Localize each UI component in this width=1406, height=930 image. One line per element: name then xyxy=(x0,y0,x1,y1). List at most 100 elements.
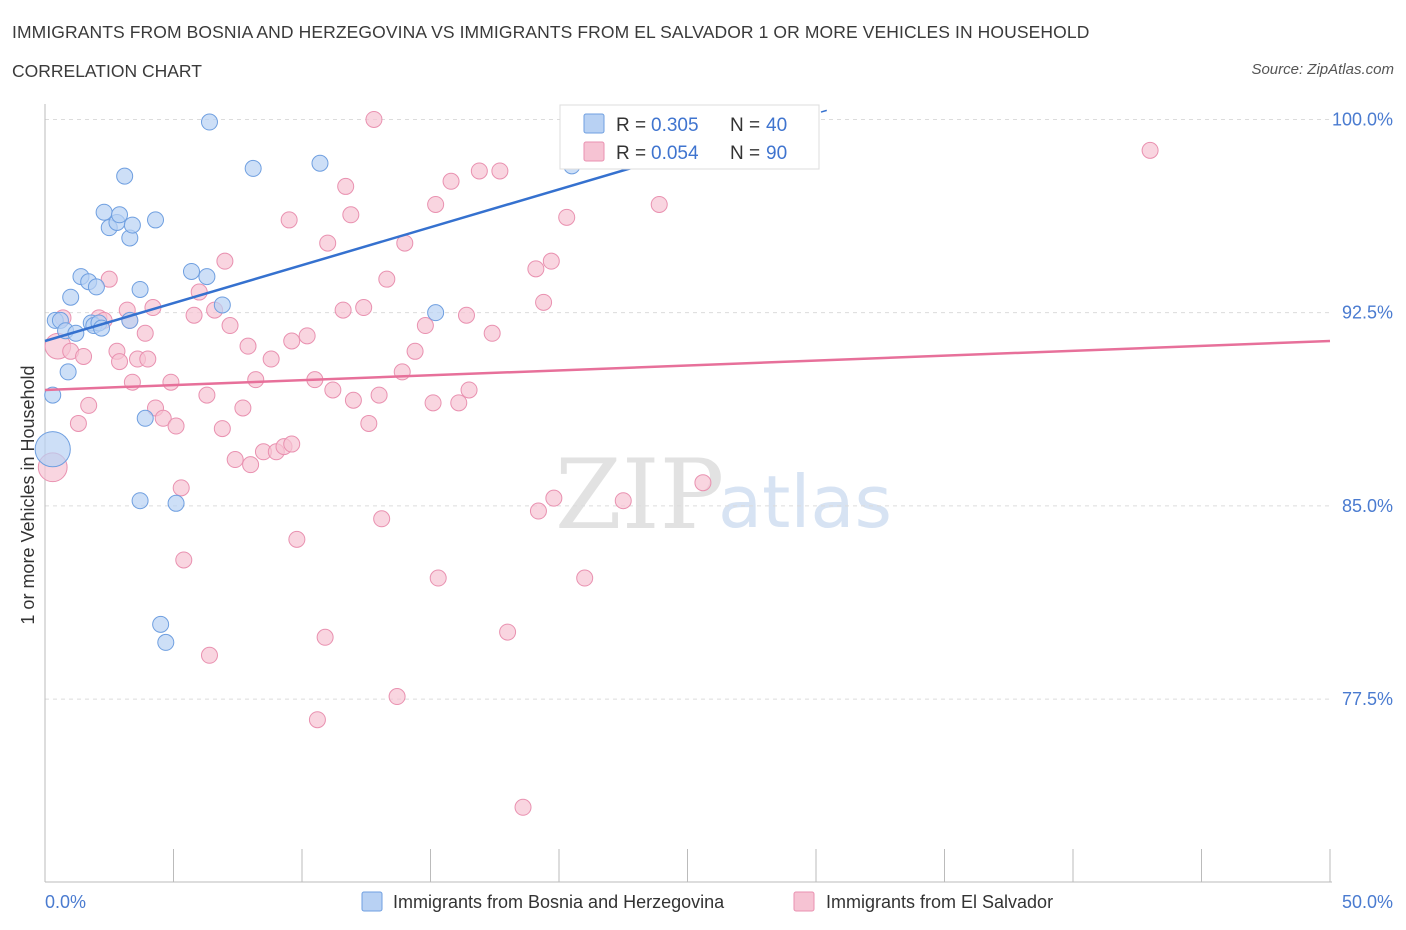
stats-legend: R = 0.305 N = 40 R = 0.054 N = 90 xyxy=(559,104,820,170)
stats-r-label-pink: R = xyxy=(616,143,646,164)
el-salvador-point xyxy=(355,299,373,317)
el-salvador-point xyxy=(460,381,478,399)
el-salvador-point xyxy=(429,569,447,587)
y-tick-label: 77.5% xyxy=(1342,689,1393,709)
y-axis-label: 1 or more Vehicles in Household xyxy=(18,365,38,624)
el-salvador-point xyxy=(373,510,391,528)
el-salvador-point xyxy=(242,456,260,474)
el-salvador-point xyxy=(650,195,668,213)
el-salvador-point xyxy=(442,172,460,190)
el-salvador-point xyxy=(283,332,301,350)
el-salvador-point xyxy=(80,396,98,414)
el-salvador-trend-line xyxy=(44,339,1331,392)
bosnia-point xyxy=(427,304,445,322)
bosnia-point xyxy=(244,159,262,177)
legend-label-el-salvador: Immigrants from El Salvador xyxy=(826,892,1053,912)
bosnia-point xyxy=(44,386,62,404)
el-salvador-point xyxy=(416,317,434,335)
el-salvador-point xyxy=(337,177,355,195)
el-salvador-point xyxy=(172,479,190,497)
el-salvador-point xyxy=(535,293,553,311)
el-salvador-point xyxy=(342,206,360,224)
el-salvador-point xyxy=(457,306,475,324)
el-salvador-point xyxy=(470,162,488,180)
bosnia-point xyxy=(111,206,129,224)
el-salvador-point xyxy=(483,324,501,342)
series-legend: Immigrants from Bosnia and Herzegovina I… xyxy=(361,891,1053,912)
legend-label-bosnia: Immigrants from Bosnia and Herzegovina xyxy=(393,892,725,912)
el-salvador-point xyxy=(308,711,326,729)
el-salvador-point xyxy=(424,394,442,412)
el-salvador-point xyxy=(576,569,594,587)
el-salvador-point xyxy=(545,489,563,507)
y-tick-label: 100.0% xyxy=(1332,109,1393,129)
watermark: ZIP atlas xyxy=(555,439,892,551)
el-salvador-point xyxy=(69,414,87,432)
el-salvador-point xyxy=(111,353,129,371)
el-salvador-point xyxy=(529,502,547,520)
el-salvador-point xyxy=(491,162,509,180)
bosnia-point xyxy=(87,278,105,296)
el-salvador-point xyxy=(427,195,445,213)
el-salvador-point xyxy=(221,317,239,335)
el-salvador-point xyxy=(527,260,545,278)
el-salvador-point xyxy=(283,435,301,453)
el-salvador-point xyxy=(298,327,316,345)
bosnia-point xyxy=(95,203,113,221)
el-salvador-point xyxy=(378,270,396,288)
el-salvador-point xyxy=(288,530,306,548)
el-salvador-point xyxy=(324,381,342,399)
bosnia-point xyxy=(152,615,170,633)
x-tick-label-min: 0.0% xyxy=(45,892,86,912)
bosnia-point xyxy=(200,113,218,131)
el-salvador-point xyxy=(450,394,468,412)
el-salvador-point xyxy=(499,623,517,641)
el-salvador-point xyxy=(388,688,406,706)
bosnia-point xyxy=(116,167,134,185)
el-salvador-point xyxy=(360,414,378,432)
bosnia-point xyxy=(59,363,77,381)
el-salvador-point xyxy=(162,373,180,391)
el-salvador-point xyxy=(1141,141,1159,159)
bosnia-point xyxy=(157,633,175,651)
el-salvador-point xyxy=(247,371,265,389)
bosnia-point xyxy=(131,280,149,298)
bosnia-point xyxy=(147,211,165,229)
x-axis-ticks xyxy=(44,849,1331,882)
chart-subtitle: CORRELATION CHART xyxy=(12,61,202,81)
el-salvador-point xyxy=(344,391,362,409)
legend-swatch-el-salvador xyxy=(793,891,815,912)
bosnia-point xyxy=(311,154,329,172)
bosnia-point xyxy=(62,288,80,306)
el-salvador-point xyxy=(239,337,257,355)
stats-r-value-pink: 0.054 xyxy=(651,143,699,164)
el-salvador-point xyxy=(216,252,234,270)
bosnia-points xyxy=(34,110,817,651)
stats-r-label-blue: R = xyxy=(616,115,646,136)
bosnia-trend-line xyxy=(44,138,727,343)
bosnia-point xyxy=(34,431,71,468)
bosnia-point xyxy=(167,494,185,512)
el-salvador-point xyxy=(365,110,383,128)
y-tick-labels: 100.0% 92.5% 85.0% 77.5% xyxy=(1332,109,1393,709)
el-salvador-point xyxy=(370,386,388,404)
el-salvador-point xyxy=(198,386,216,404)
el-salvador-point xyxy=(558,208,576,226)
el-salvador-point xyxy=(406,342,424,360)
el-salvador-point xyxy=(175,551,193,569)
el-salvador-point xyxy=(280,211,298,229)
y-tick-label: 92.5% xyxy=(1342,303,1393,323)
stats-n-value-pink: 90 xyxy=(766,143,787,164)
bosnia-point xyxy=(123,216,141,234)
el-salvador-point xyxy=(234,399,252,417)
el-salvador-point xyxy=(100,270,118,288)
stats-n-value-blue: 40 xyxy=(766,115,787,136)
el-salvador-point xyxy=(75,347,93,365)
bosnia-point xyxy=(136,409,154,427)
watermark-zip: ZIP xyxy=(555,439,724,551)
stats-n-label-blue: N = xyxy=(730,115,760,136)
y-tick-label: 85.0% xyxy=(1342,496,1393,516)
el-salvador-point xyxy=(514,798,532,816)
el-salvador-point xyxy=(614,492,632,510)
el-salvador-point xyxy=(226,451,244,469)
